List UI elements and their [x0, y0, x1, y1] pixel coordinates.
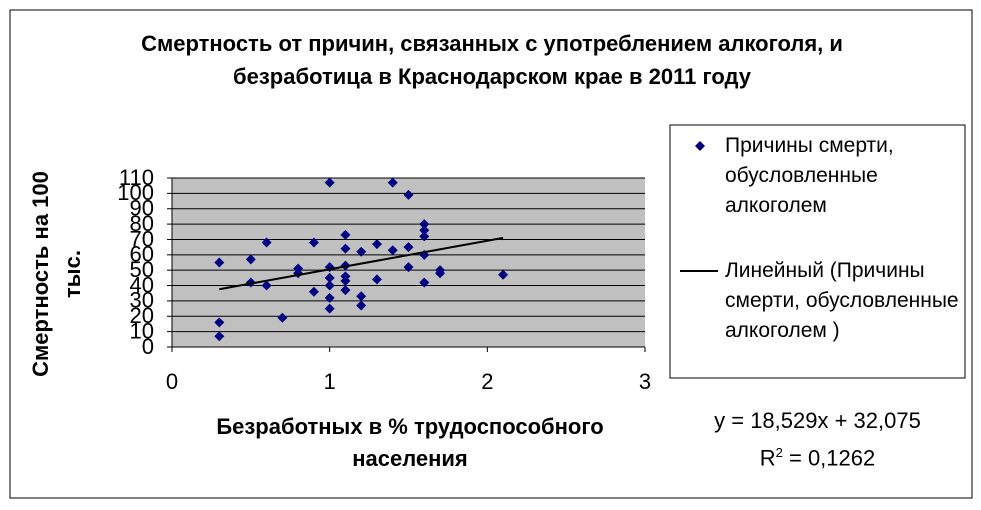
y-tick-label: 0 — [142, 334, 154, 359]
x-tick-label: 2 — [481, 369, 493, 394]
point — [435, 268, 446, 279]
point — [324, 272, 335, 283]
y-tick-label: 110 — [119, 165, 154, 190]
trend-line — [219, 236, 504, 291]
point — [403, 262, 414, 273]
point — [324, 280, 335, 291]
y-axis-label: Смертность на 100 тыс. — [28, 171, 85, 377]
point — [324, 303, 335, 314]
point — [419, 219, 430, 230]
point — [340, 243, 351, 254]
point — [387, 177, 398, 188]
point — [498, 269, 509, 280]
point — [340, 229, 351, 240]
point — [356, 291, 367, 302]
y-tick-label: 70 — [130, 226, 154, 251]
point — [419, 225, 430, 236]
y-tick-label: 100 — [117, 180, 154, 205]
point — [277, 312, 288, 323]
point — [356, 246, 367, 257]
point — [419, 231, 430, 242]
x-tick-label: 1 — [324, 369, 336, 394]
y-tick-label: 50 — [130, 257, 154, 282]
point — [214, 331, 225, 342]
x-tick-label: 3 — [639, 369, 651, 394]
point — [324, 292, 335, 303]
chart-title: Смертность от причин, связанных с употре… — [141, 31, 843, 89]
point — [261, 237, 272, 248]
point — [340, 275, 351, 286]
point — [340, 285, 351, 296]
point — [387, 245, 398, 256]
point — [324, 177, 335, 188]
point — [308, 286, 319, 297]
r-superscript: 2 — [775, 445, 783, 460]
r-squared: R2 = 0,1262 — [670, 437, 965, 474]
point — [356, 300, 367, 311]
point — [371, 239, 382, 250]
y-tick-label: 30 — [130, 288, 154, 313]
point — [261, 280, 272, 291]
point — [308, 237, 319, 248]
x-tick-label: 0 — [166, 369, 178, 394]
y-tick-label: 10 — [130, 318, 154, 343]
r-suffix: = 0,1262 — [782, 445, 876, 471]
legend-label: Линейный (Причины смерти, обусловленные … — [725, 259, 959, 342]
point — [419, 277, 430, 288]
legend-box — [669, 124, 966, 379]
point — [403, 242, 414, 253]
point — [214, 257, 225, 268]
y-tick-label: 60 — [130, 242, 154, 267]
trend-equation: y = 18,529x + 32,075 R2 = 0,1262 — [670, 405, 965, 474]
legend-marker — [695, 141, 705, 151]
x-axis-label: Безработных в % трудоспособного населени… — [216, 414, 604, 471]
y-tick-label: 90 — [130, 196, 154, 221]
point — [214, 317, 225, 328]
point — [371, 274, 382, 285]
r-prefix: R — [759, 445, 776, 471]
y-tick-label: 20 — [130, 303, 154, 328]
legend-label: Причины смерти, обусловленные алкоголем — [725, 134, 894, 217]
equation: y = 18,529x + 32,075 — [714, 408, 921, 433]
y-tick-label: 80 — [130, 211, 154, 236]
y-tick-label: 40 — [130, 272, 154, 297]
point — [403, 189, 414, 200]
point — [245, 254, 256, 265]
